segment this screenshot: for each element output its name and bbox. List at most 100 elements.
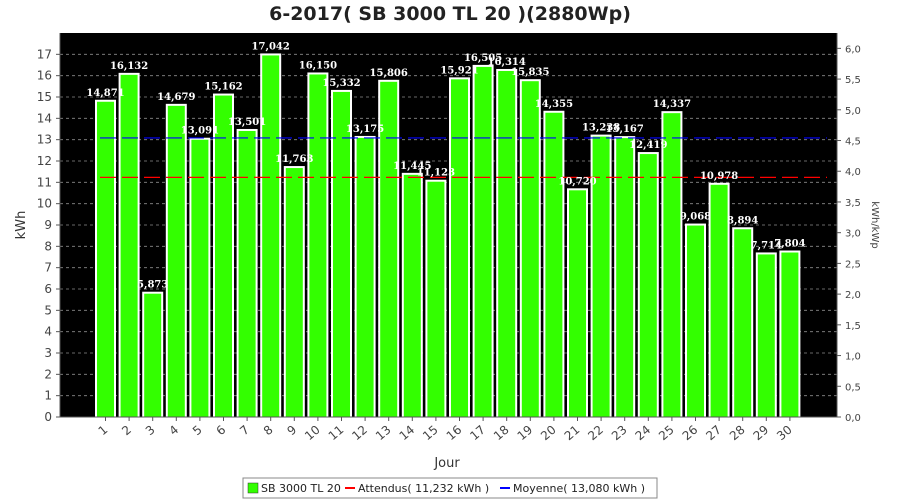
data-label: 16,505 xyxy=(464,53,502,64)
data-label: 10,720 xyxy=(558,176,596,187)
bar-fill xyxy=(734,229,752,417)
x-tick-label: 3 xyxy=(143,423,158,439)
bar xyxy=(496,68,518,417)
bar-fill xyxy=(238,130,256,417)
data-label: 15,332 xyxy=(322,78,360,89)
data-label: 13,167 xyxy=(606,124,644,135)
x-tick-label: 19 xyxy=(515,423,536,444)
x-tick-label: 30 xyxy=(774,423,795,444)
bar-fill xyxy=(333,91,350,418)
data-label: 11,123 xyxy=(417,168,455,179)
data-labels-group: 14,871 16,132 5,873 14,679 13,091 15,162 13,50… xyxy=(86,41,805,290)
legend-frame xyxy=(242,477,658,499)
data-label: 7,714 xyxy=(751,240,782,251)
data-label: 15,806 xyxy=(370,68,408,79)
legend-label: Moyenne( 13,080 kWh ) xyxy=(513,482,645,495)
bar xyxy=(685,223,706,417)
x-tick-label: 24 xyxy=(633,423,654,444)
legend: SB 3000 TL 20 Attendus( 11,232 kWh ) Moyen… xyxy=(242,477,658,499)
y2-axis: 0,0 0,5 1,0 1,5 2,0 2,5 3,0 3,5 4,0 4,5 5,0 5,5 6,0 xyxy=(836,33,861,424)
bar-fill xyxy=(781,252,799,417)
bar-fill xyxy=(757,254,775,417)
bar xyxy=(118,72,140,417)
y-tick-label: 6 xyxy=(44,282,52,296)
bar xyxy=(142,291,164,417)
x-tick-label: 1 xyxy=(96,423,111,439)
data-label: 11,763 xyxy=(275,154,313,165)
y-tick-label: 0 xyxy=(44,410,52,424)
y-tick-label: 3 xyxy=(44,346,52,360)
bar xyxy=(260,53,282,418)
bar xyxy=(95,99,116,417)
bar-fill xyxy=(498,70,516,417)
bar-fill xyxy=(191,139,209,417)
bar-fill xyxy=(451,79,468,418)
y-tick-label: 8 xyxy=(44,239,52,253)
y-tick-label: 2 xyxy=(44,367,52,381)
x-tick-label: 18 xyxy=(491,423,512,444)
bar xyxy=(283,166,305,417)
bar xyxy=(189,137,211,417)
data-label: 16,150 xyxy=(299,60,337,71)
y2-tick-label: 2,5 xyxy=(845,259,861,270)
x-tick-label: 15 xyxy=(420,423,441,444)
bar xyxy=(543,110,565,417)
x-tick-label: 21 xyxy=(562,423,583,444)
data-label: 13,501 xyxy=(228,117,266,128)
bar-fill xyxy=(380,81,398,418)
x-tick-label: 7 xyxy=(237,423,252,439)
bar-fill xyxy=(545,112,563,417)
bar xyxy=(165,103,187,418)
bar xyxy=(755,252,777,417)
data-label: 13,238 xyxy=(582,123,620,134)
x-tick-label: 14 xyxy=(397,423,418,444)
data-label: 13,175 xyxy=(346,124,384,135)
bar-fill xyxy=(687,225,704,417)
y2-tick-label: 1,5 xyxy=(845,321,861,332)
data-label: 9,068 xyxy=(680,212,711,223)
x-tick-label: 9 xyxy=(284,423,299,439)
x-tick-label: 28 xyxy=(727,423,748,444)
data-label: 14,337 xyxy=(653,99,691,110)
data-label: 13,091 xyxy=(181,126,219,137)
bar-fill xyxy=(569,190,586,417)
bar xyxy=(307,72,329,417)
y-tick-label: 5 xyxy=(44,303,52,317)
y-tick-label: 11 xyxy=(37,175,52,189)
bar-fill xyxy=(97,101,114,417)
y2-tick-label: 4,5 xyxy=(845,137,861,148)
bar-fill xyxy=(592,136,610,417)
bar-fill xyxy=(167,105,185,418)
legend-swatch-box xyxy=(247,482,259,494)
data-label: 14,871 xyxy=(86,88,124,99)
data-label: 15,835 xyxy=(511,67,549,78)
x-tick-label: 29 xyxy=(751,423,772,444)
bar-fill xyxy=(403,174,421,417)
chart-title: 6-2017( SB 3000 TL 20 )(2880Wp) xyxy=(269,3,631,25)
y2-tick-label: 2,0 xyxy=(845,290,861,301)
bar-fill xyxy=(427,181,445,417)
data-label: 10,978 xyxy=(700,171,738,182)
y-tick-label: 16 xyxy=(37,69,52,83)
y-tick-label: 4 xyxy=(44,325,52,339)
x-tick-label: 20 xyxy=(538,423,559,444)
x-tick-label: 26 xyxy=(680,423,701,444)
data-label: 15,921 xyxy=(440,65,478,76)
y-tick-label: 1 xyxy=(44,389,52,403)
y-axis-label: kWh xyxy=(14,211,29,240)
y2-tick-label: 0,5 xyxy=(845,382,861,393)
y2-tick-label: 4,0 xyxy=(845,167,861,178)
data-label: 16,314 xyxy=(488,57,526,68)
bar xyxy=(779,250,801,417)
bar xyxy=(331,89,352,418)
bar xyxy=(425,179,447,417)
bar xyxy=(732,227,754,417)
x-tick-label: 25 xyxy=(656,423,677,444)
x-tick-label: 6 xyxy=(214,423,229,439)
data-label: 14,355 xyxy=(535,99,573,110)
legend-label: Attendus( 11,232 kWh ) xyxy=(358,482,489,495)
y2-tick-label: 6,0 xyxy=(845,44,861,55)
bar-fill xyxy=(356,137,374,417)
